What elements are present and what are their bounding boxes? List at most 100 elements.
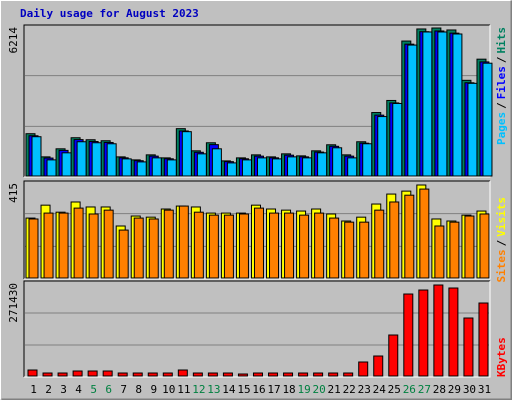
bar	[463, 317, 474, 377]
legend: Pages / Files / Hits	[495, 27, 508, 145]
bar	[332, 147, 343, 177]
bar	[148, 218, 159, 279]
legend: KBytes	[495, 337, 508, 377]
bar	[121, 158, 132, 177]
bar	[76, 141, 87, 177]
bar	[448, 287, 459, 377]
bar	[283, 372, 294, 377]
bar	[42, 372, 53, 377]
bar	[166, 159, 177, 177]
chart-title: Daily usage for August 2023	[20, 7, 199, 20]
bar	[238, 213, 249, 279]
bar	[241, 159, 252, 177]
x-tick-label: 24	[373, 383, 387, 396]
bar	[422, 31, 433, 177]
bar	[464, 215, 475, 279]
bar	[284, 212, 295, 279]
y-max-label: 271430	[7, 283, 20, 323]
bar	[237, 373, 248, 377]
y-max-label: 6214	[7, 27, 20, 54]
bar	[313, 372, 324, 377]
bar	[136, 161, 147, 177]
bar	[43, 212, 54, 279]
bar	[314, 212, 325, 279]
x-tick-label: 15	[237, 383, 250, 396]
bar	[163, 209, 174, 279]
bar	[256, 157, 267, 177]
bar	[329, 217, 340, 279]
bar	[343, 372, 354, 377]
x-tick-label: 14	[222, 383, 236, 396]
x-tick-label: 5	[90, 383, 97, 396]
x-tick-label: 13	[207, 383, 220, 396]
bar	[479, 213, 490, 279]
bar	[328, 372, 339, 377]
x-tick-label: 8	[135, 383, 142, 396]
bar	[27, 369, 38, 377]
x-tick-label: 29	[448, 383, 461, 396]
x-tick-label: 2	[45, 383, 52, 396]
bar	[196, 153, 207, 177]
panel-edge	[23, 24, 490, 177]
bar	[87, 370, 98, 377]
panel-edge	[24, 181, 491, 280]
bar	[392, 102, 403, 177]
bar	[252, 372, 263, 377]
legend: Sites / Visits	[495, 197, 508, 283]
x-tick-label: 9	[150, 383, 157, 396]
x-tick-label: 26	[403, 383, 416, 396]
bar	[31, 136, 42, 177]
bar	[61, 152, 72, 177]
bar	[377, 116, 388, 177]
bar	[302, 157, 313, 177]
bar	[388, 334, 399, 377]
x-tick-label: 30	[463, 383, 476, 396]
x-tick-label: 23	[358, 383, 371, 396]
legend-entry: KBytes	[495, 337, 508, 377]
bar	[362, 143, 373, 177]
bar	[46, 159, 57, 177]
bar	[358, 361, 369, 377]
bar	[272, 158, 283, 177]
x-tick-label: 22	[343, 383, 356, 396]
bar	[268, 372, 279, 377]
bar	[253, 207, 264, 279]
x-tick-label: 25	[388, 383, 401, 396]
bar	[73, 207, 84, 279]
x-tick-label: 28	[433, 383, 446, 396]
bar	[118, 229, 129, 279]
bar	[419, 188, 430, 279]
bar	[482, 62, 493, 177]
x-tick-label: 1	[30, 383, 37, 396]
bar	[192, 372, 203, 377]
bar	[72, 370, 83, 377]
y-max-label: 415	[7, 183, 20, 203]
x-tick-label: 3	[60, 383, 67, 396]
bar	[404, 194, 415, 279]
legend-entry: Hits	[495, 27, 508, 54]
bar	[298, 372, 309, 377]
bar	[57, 372, 68, 377]
bar	[28, 218, 39, 279]
x-tick-label: 20	[313, 383, 326, 396]
bar	[299, 214, 310, 279]
panel-edge	[23, 280, 490, 377]
bar	[449, 221, 460, 279]
x-tick-label: 31	[478, 383, 491, 396]
panel-edge	[23, 180, 490, 279]
bar	[207, 372, 218, 377]
bar	[373, 355, 384, 377]
bar	[211, 148, 222, 177]
bar	[317, 152, 328, 177]
x-tick-label: 11	[177, 383, 190, 396]
bar	[91, 142, 102, 177]
bar	[403, 293, 414, 377]
bar	[102, 370, 113, 377]
x-tick-label: 10	[162, 383, 175, 396]
x-tick-label: 6	[105, 383, 112, 396]
bar	[103, 209, 114, 279]
bar	[117, 372, 128, 377]
bar	[132, 372, 143, 377]
bar	[181, 131, 192, 177]
